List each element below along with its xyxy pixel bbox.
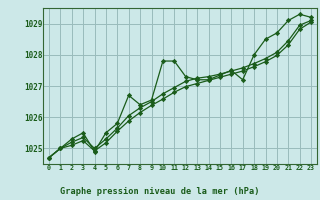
- Text: Graphe pression niveau de la mer (hPa): Graphe pression niveau de la mer (hPa): [60, 187, 260, 196]
